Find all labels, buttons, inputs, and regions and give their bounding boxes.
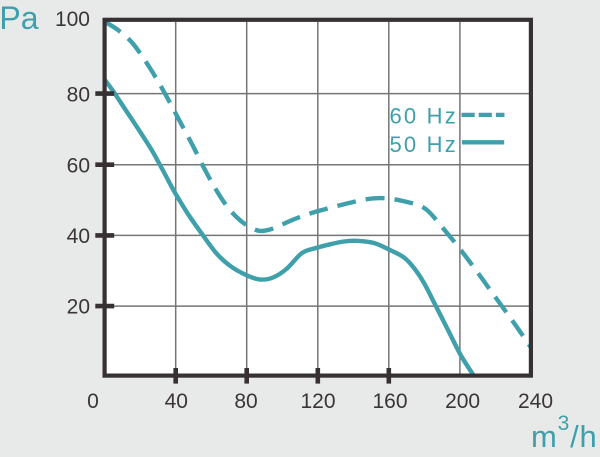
svg-text:240: 240 [518,390,553,413]
svg-text:80: 80 [67,83,90,106]
svg-text:100: 100 [55,8,90,31]
svg-text:50 Hz: 50 Hz [390,132,458,157]
svg-text:m3/h: m3/h [531,412,598,452]
svg-text:20: 20 [67,296,90,319]
svg-text:120: 120 [300,390,335,413]
svg-text:60: 60 [67,154,90,177]
svg-text:80: 80 [234,390,257,413]
svg-text:160: 160 [372,390,407,413]
svg-text:40: 40 [165,390,188,413]
svg-text:0: 0 [87,390,99,413]
svg-text:40: 40 [67,225,90,248]
svg-text:60 Hz: 60 Hz [390,103,458,128]
svg-text:Pa: Pa [0,0,39,36]
svg-text:200: 200 [445,390,480,413]
